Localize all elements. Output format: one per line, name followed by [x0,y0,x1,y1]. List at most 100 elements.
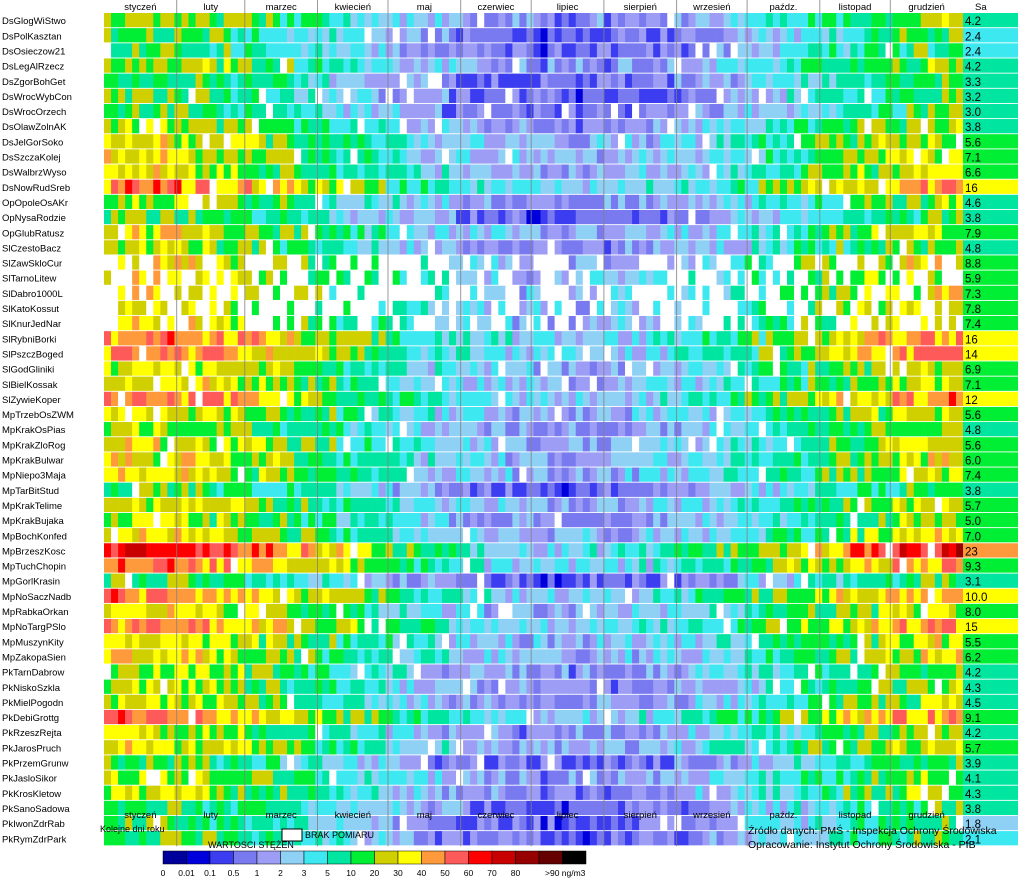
heatmap-cell [484,285,492,300]
heatmap-cell [484,164,492,179]
heatmap-cell [413,88,422,103]
heatmap-cell [864,346,872,361]
heatmap-cell [315,13,323,28]
heatmap-cell [723,255,731,270]
heatmap-cell [188,422,196,437]
heatmap-cell [111,28,119,43]
heatmap-cell [420,270,429,285]
heatmap-cell [413,28,422,43]
heatmap-cell [463,422,471,437]
heatmap-cell [610,452,619,467]
heatmap-cell [526,134,534,149]
heatmap-cell [181,255,189,270]
heatmap-cell [251,240,260,255]
heatmap-cell [237,73,246,88]
heatmap-cell [702,573,710,588]
heatmap-cell [758,619,767,634]
heatmap-cell [568,119,577,134]
heatmap-cell [568,209,577,225]
heatmap-cell [251,482,260,497]
heatmap-cell [815,512,823,528]
heatmap-cell [125,391,133,406]
heatmap-cell [188,194,196,210]
heatmap-cell [547,361,555,376]
heatmap-cell [519,58,527,73]
heatmap-cell [272,361,281,376]
heatmap-cell [153,73,161,88]
heatmap-cell [308,376,316,391]
heatmap-cell [836,558,844,573]
heatmap-cell [202,270,210,285]
heatmap-cell [251,149,260,164]
heatmap-cell [526,119,534,134]
heatmap-cell [568,73,577,88]
heatmap-cell [955,73,964,88]
heatmap-cell [603,452,612,467]
heatmap-cell [688,588,696,603]
heatmap-cell [406,73,415,88]
heatmap-cell [111,543,119,558]
heatmap-cell [505,88,513,103]
heatmap-cell [385,134,393,149]
heatmap-cell [646,437,654,452]
heatmap-cell [512,149,520,164]
heatmap-cell [779,119,788,134]
heatmap-cell [568,194,577,210]
heatmap-cell [871,13,879,28]
heatmap-cell [660,43,668,58]
heatmap-cell [892,73,900,88]
heatmap-cell [765,528,774,543]
heatmap-cell [202,316,210,331]
heatmap-cell [941,240,950,255]
heatmap-cell [794,240,802,255]
heatmap-cell [188,376,196,391]
heatmap-cell [808,119,816,134]
heatmap-cell [223,558,232,573]
heatmap-cell [336,225,344,240]
heatmap-cell [547,452,555,467]
heatmap-cell [188,331,196,346]
heatmap-cell [582,406,591,422]
heatmap-cell [934,209,943,225]
heatmap-cell [216,209,224,225]
heatmap-cell [744,103,753,119]
heatmap-cell [167,28,175,43]
heatmap-cell [857,391,865,406]
heatmap-cell [294,58,302,73]
heatmap-cell [484,331,492,346]
heatmap-cell [280,422,288,437]
heatmap-cell [603,73,612,88]
heatmap-cell [491,619,499,634]
heatmap-cell [153,543,161,558]
heatmap-cell [477,512,485,528]
heatmap-cell [554,164,562,179]
heatmap-cell [716,194,724,210]
heatmap-cell [399,512,408,528]
heatmap-cell [801,194,809,210]
heatmap-cell [463,164,471,179]
heatmap-cell [287,73,295,88]
heatmap-cell [646,543,654,558]
heatmap-cell [815,149,823,164]
heatmap-cell [815,406,823,422]
heatmap-cell [625,119,633,134]
heatmap-cell [209,58,217,73]
heatmap-cell [237,512,246,528]
heatmap-cell [188,437,196,452]
heatmap-cell [392,482,401,497]
heatmap-cell [582,391,591,406]
heatmap-cell [132,497,140,513]
heatmap-cell [125,543,133,558]
heatmap-cell [146,331,154,346]
heatmap-cell [723,482,731,497]
heatmap-cell [808,316,816,331]
heatmap-cell [660,437,668,452]
heatmap-cell [554,512,562,528]
heatmap-cell [470,285,478,300]
heatmap-cell [265,270,274,285]
heatmap-cell [941,331,950,346]
heatmap-cell [280,543,288,558]
heatmap-cell [779,134,788,149]
heatmap-cell [723,452,731,467]
heatmap-cell [237,164,246,179]
